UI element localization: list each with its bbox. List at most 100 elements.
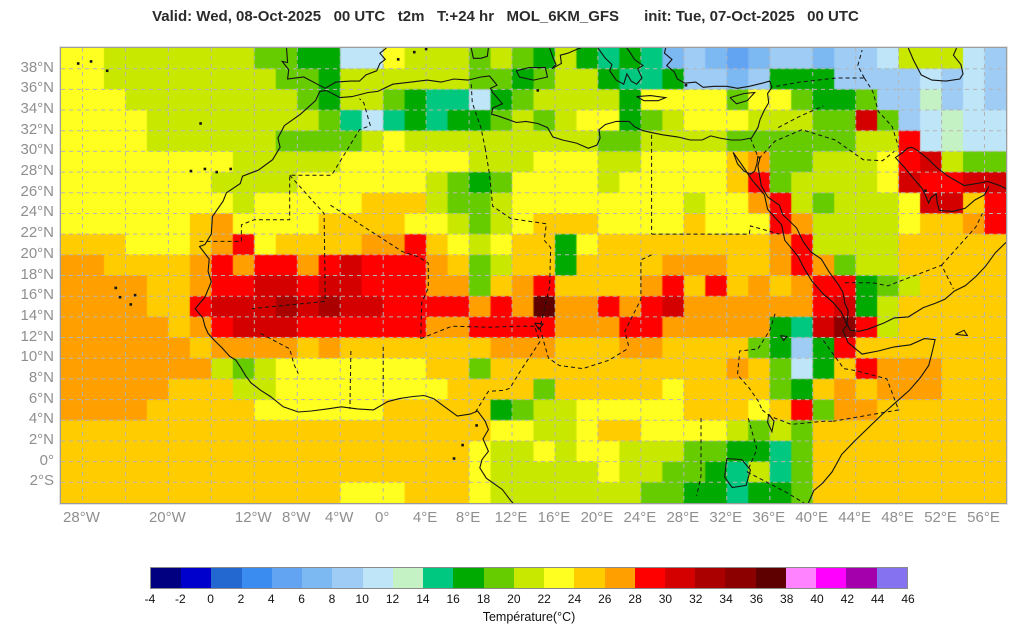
country-border xyxy=(736,313,776,411)
colorbar-cell xyxy=(664,568,696,588)
lat-tick-label: 30°N xyxy=(20,141,54,159)
colorbar-tick-label: 8 xyxy=(328,592,336,606)
colorbar-cell xyxy=(544,568,575,588)
country-border xyxy=(349,350,352,409)
colorbar-cell xyxy=(513,568,545,588)
coastline xyxy=(534,322,545,331)
lon-tick-label: 28°E xyxy=(666,509,700,526)
colorbar-cell xyxy=(423,568,454,588)
colorbar-cell xyxy=(211,568,242,588)
country-border xyxy=(199,98,371,242)
lon-tick-label: 56°E xyxy=(967,509,1000,526)
colorbar-tick-label: 26 xyxy=(598,592,612,606)
colorbar-cell xyxy=(604,568,635,588)
colorbar-tick-label: 2 xyxy=(237,592,245,606)
lon-tick-label: 16°E xyxy=(537,509,571,526)
island-marker xyxy=(924,189,927,193)
colorbar-tick-label: 14 xyxy=(416,592,430,606)
country-border xyxy=(857,49,865,79)
country-border xyxy=(624,254,652,349)
lat-tick-label: 14°N xyxy=(20,306,54,324)
country-border xyxy=(758,129,895,162)
lat-tick-label: 28°N xyxy=(20,162,54,180)
island-marker xyxy=(684,83,688,87)
country-border xyxy=(844,264,954,290)
colorbar-tick-label: 42 xyxy=(840,592,855,606)
coastline xyxy=(636,95,668,102)
colorbar-cell xyxy=(302,568,333,588)
colorbar-cell xyxy=(392,568,424,588)
lat-tick-label: 12°N xyxy=(20,327,54,345)
country-border xyxy=(746,471,805,503)
colorbar-cell xyxy=(453,568,484,588)
map-frame xyxy=(59,46,1008,505)
lat-tick-label: 8°N xyxy=(28,368,54,386)
country-border xyxy=(822,340,900,422)
coastline xyxy=(907,48,964,82)
lat-tick-label: 0° xyxy=(39,451,54,469)
country-border xyxy=(776,77,865,87)
colorbar-tick-label: 10 xyxy=(355,592,369,606)
coastline xyxy=(597,48,645,86)
country-border xyxy=(746,418,758,473)
lon-tick-label: 40°E xyxy=(795,509,829,526)
coastline xyxy=(724,457,752,489)
colorbar-tick-label: 36 xyxy=(749,592,764,606)
coastline xyxy=(955,329,969,337)
coastline xyxy=(280,48,387,89)
coastline xyxy=(319,48,773,149)
island-marker xyxy=(424,48,428,51)
lat-tick-label: 38°N xyxy=(20,58,54,76)
colorbar-tick-label: 32 xyxy=(689,592,703,606)
coastline xyxy=(194,91,514,503)
colorbar-tick-label: 16 xyxy=(446,592,460,606)
colorbar-cell xyxy=(634,568,665,588)
colorbar-cell xyxy=(271,568,303,588)
coastline xyxy=(732,152,936,503)
island-marker xyxy=(461,443,464,447)
lat-tick-label: 32°N xyxy=(20,120,54,138)
island-marker xyxy=(105,69,109,73)
colorbar-cell xyxy=(483,568,514,588)
country-border xyxy=(941,213,983,266)
country-border xyxy=(539,328,630,370)
colorbar-tick-label: 34 xyxy=(719,592,733,606)
island-marker xyxy=(76,62,80,65)
lat-tick-label: 24°N xyxy=(20,203,54,221)
colorbar-tick-label: 24 xyxy=(567,592,582,606)
island-marker xyxy=(133,293,137,297)
colorbar-tick-label: 28 xyxy=(628,592,642,606)
country-border xyxy=(651,225,780,235)
colorbar-cell xyxy=(151,568,182,588)
island-marker xyxy=(189,169,193,173)
colorbar-tick-label: 0 xyxy=(207,592,214,606)
lat-tick-label: 4°N xyxy=(28,410,54,428)
lon-tick-label: 28°W xyxy=(63,509,100,526)
colorbar-tick-label: 18 xyxy=(476,592,491,606)
lat-tick-label: 2°S xyxy=(29,472,54,490)
coastline xyxy=(470,48,489,59)
lat-tick-label: 36°N xyxy=(20,79,54,97)
map-title: Valid: Wed, 08-Oct-2025 00 UTC t2m T:+24… xyxy=(152,8,859,25)
coastline xyxy=(767,413,775,434)
coastline xyxy=(729,91,757,105)
island-marker xyxy=(114,286,118,290)
colorbar-tick-label: 22 xyxy=(537,592,551,606)
colorbar-tick-label: 4 xyxy=(267,592,275,606)
island-marker xyxy=(199,122,202,125)
colorbar-cell xyxy=(574,568,605,588)
lon-tick-label: 36°E xyxy=(752,509,786,526)
colorbar-tick-label: 38 xyxy=(780,592,794,606)
lon-tick-label: 20°E xyxy=(580,509,614,526)
country-border xyxy=(778,105,824,129)
coastline xyxy=(515,67,549,81)
lat-tick-label: 16°N xyxy=(20,286,54,304)
map-overlay-svg xyxy=(61,48,1006,503)
country-border xyxy=(260,332,299,374)
lon-tick-label: 52°E xyxy=(924,509,957,526)
lat-tick-label: 26°N xyxy=(20,182,54,200)
country-border xyxy=(330,204,429,339)
country-border xyxy=(252,174,326,310)
lon-tick-label: 20°W xyxy=(148,509,186,526)
colorbar-cell xyxy=(785,568,817,588)
